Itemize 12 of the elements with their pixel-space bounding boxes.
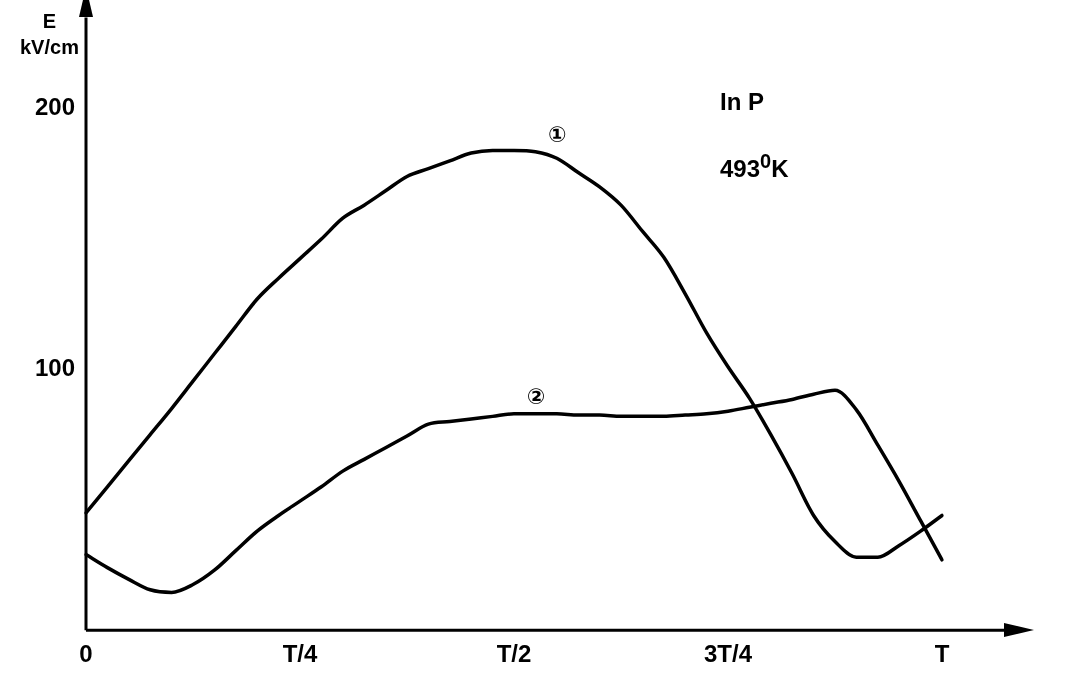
series-label: ① — [548, 122, 567, 148]
y-axis-title: E kV/cm — [20, 9, 79, 60]
x-tick-label: T/2 — [496, 640, 532, 668]
x-tick-label: T — [934, 640, 950, 668]
x-tick-label: 3T/4 — [703, 640, 753, 668]
annotation: In P — [720, 88, 765, 116]
annotation: 493$^{0}$K — [720, 150, 789, 183]
y-tick-label: 100 — [34, 354, 75, 382]
x-tick-label: T/4 — [282, 640, 318, 668]
series-label: ② — [526, 384, 546, 410]
y-tick-label: 200 — [34, 93, 75, 121]
x-tick-label: 0 — [79, 640, 93, 668]
